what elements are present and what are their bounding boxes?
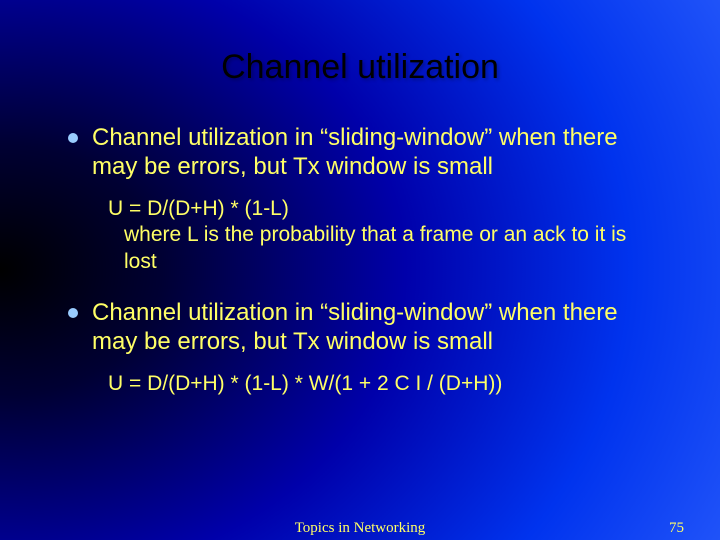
bullet-text: Channel utilization in “sliding-window” … — [92, 298, 660, 357]
bullet-item: Channel utilization in “sliding-window” … — [68, 298, 660, 357]
bullet-text: Channel utilization in “sliding-window” … — [92, 123, 660, 182]
sub-formula: U = D/(D+H) * (1-L) — [108, 196, 650, 223]
slide-title: Channel utilization — [50, 48, 670, 87]
sub-explanation: where L is the probability that a frame … — [108, 222, 650, 276]
sub-block: U = D/(D+H) * (1-L) * W/(1 + 2 C I / (D+… — [108, 371, 650, 398]
sub-formula: U = D/(D+H) * (1-L) * W/(1 + 2 C I / (D+… — [108, 371, 650, 398]
footer-page-number: 75 — [669, 520, 684, 537]
slide: Channel utilization Channel utilization … — [0, 0, 720, 540]
bullet-icon — [68, 308, 78, 318]
sub-block: U = D/(D+H) * (1-L) where L is the proba… — [108, 196, 650, 277]
slide-content: Channel utilization in “sliding-window” … — [50, 123, 670, 398]
bullet-item: Channel utilization in “sliding-window” … — [68, 123, 660, 182]
footer-title: Topics in Networking — [295, 520, 426, 537]
bullet-icon — [68, 133, 78, 143]
